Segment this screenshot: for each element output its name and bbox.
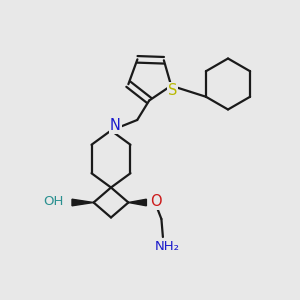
Polygon shape bbox=[128, 199, 146, 206]
Text: O: O bbox=[151, 194, 162, 209]
Text: OH: OH bbox=[43, 195, 64, 208]
Text: NH₂: NH₂ bbox=[155, 240, 180, 253]
Text: S: S bbox=[168, 83, 177, 98]
Polygon shape bbox=[72, 199, 94, 206]
Text: N: N bbox=[110, 118, 121, 133]
